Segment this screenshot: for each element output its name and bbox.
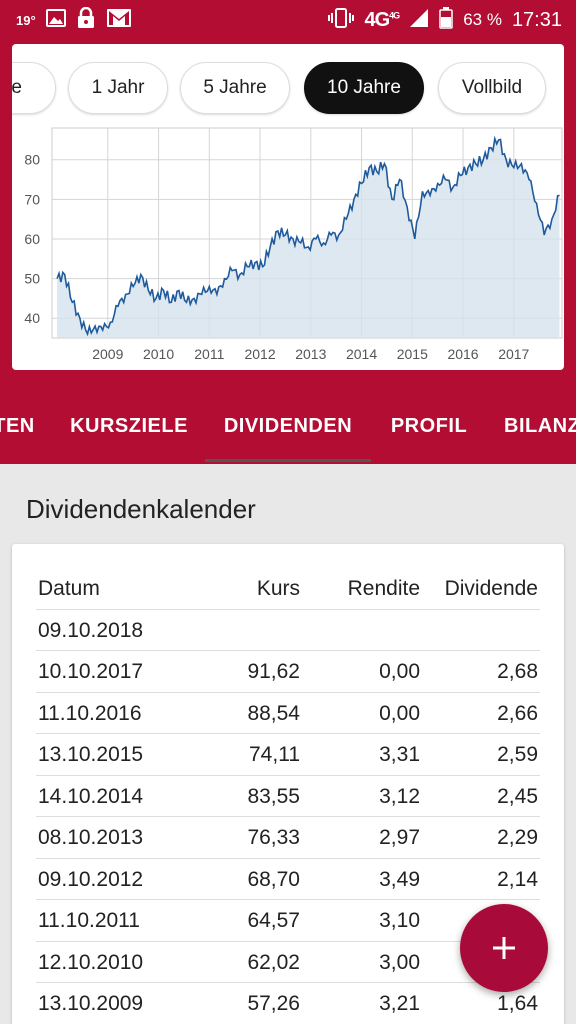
status-bar: 19° 4G4G 63 % 17:31 bbox=[0, 0, 576, 40]
table-row: 14.10.2014 83,55 3,12 2,45 bbox=[36, 776, 540, 817]
row-kurs: 88,54 bbox=[247, 701, 300, 725]
plus-icon bbox=[493, 937, 515, 959]
header-dividende: Dividende bbox=[444, 577, 538, 600]
row-kurs: 62,02 bbox=[247, 950, 300, 974]
row-rendite: 0,00 bbox=[379, 660, 420, 683]
row-rendite: 3,00 bbox=[379, 950, 420, 974]
section-title: Dividendenkalender bbox=[26, 494, 256, 524]
y-tick-label: 60 bbox=[24, 231, 40, 247]
table-header: Datum Kurs Rendite Dividende bbox=[36, 568, 540, 610]
vibrate-icon bbox=[328, 7, 355, 34]
y-tick-label: 40 bbox=[24, 310, 40, 326]
clock: 17:31 bbox=[511, 8, 562, 31]
battery-icon bbox=[439, 6, 453, 34]
lock-icon bbox=[76, 6, 96, 34]
row-kurs: 68,70 bbox=[247, 867, 300, 891]
x-tick-label: 2015 bbox=[397, 346, 428, 362]
price-chart[interactable]: 40 50 60 70 80 2009 2010 2011 2012 2013 2014 2015 20… bbox=[12, 124, 564, 370]
row-dividende: 2,59 bbox=[497, 743, 538, 766]
tab-profil[interactable]: PROFIL bbox=[390, 414, 468, 437]
row-date: 08.10.2013 bbox=[38, 826, 144, 849]
x-tick-label: 2009 bbox=[92, 346, 123, 362]
series-area bbox=[57, 138, 560, 338]
row-date: 14.10.2014 bbox=[38, 784, 144, 808]
row-date: 13.10.2009 bbox=[38, 992, 144, 1015]
x-tick-label: 2017 bbox=[498, 346, 529, 362]
x-tick-label: 2013 bbox=[295, 346, 326, 362]
battery-percent: 63 % bbox=[463, 10, 502, 29]
add-fab-button[interactable] bbox=[460, 904, 548, 992]
row-kurs: 57,26 bbox=[247, 992, 300, 1015]
tab-kursziele[interactable]: KURSZIELE bbox=[70, 414, 188, 437]
range-selector: te 1 Jahr 5 Jahre 10 Jahre Vollbild bbox=[12, 62, 564, 116]
row-date: 09.10.2012 bbox=[38, 867, 144, 891]
image-icon bbox=[45, 8, 66, 32]
x-tick-label: 2016 bbox=[447, 346, 478, 362]
row-rendite: 3,31 bbox=[379, 743, 420, 766]
row-date: 11.10.2011 bbox=[38, 909, 140, 932]
gmail-icon bbox=[106, 8, 132, 33]
row-rendite: 3,49 bbox=[379, 867, 420, 891]
temperature-label: 19° bbox=[16, 12, 36, 28]
row-rendite: 2,97 bbox=[379, 826, 420, 849]
range-button-5-years[interactable]: 5 Jahre bbox=[180, 62, 290, 114]
tab-bilanz[interactable]: BILANZ bbox=[504, 414, 576, 437]
range-button-10-years[interactable]: 10 Jahre bbox=[304, 62, 424, 114]
row-date: 11.10.2016 bbox=[38, 701, 142, 725]
network-type: 4G4G bbox=[364, 8, 400, 31]
table-row: 09.10.2012 68,70 3,49 2,14 bbox=[36, 859, 540, 900]
range-button-partial[interactable]: te bbox=[12, 62, 56, 114]
row-dividende: 2,45 bbox=[497, 784, 538, 808]
y-tick-label: 50 bbox=[24, 271, 40, 287]
row-kurs: 76,33 bbox=[247, 826, 300, 849]
chart-card: te 1 Jahr 5 Jahre 10 Jahre Vollbild 40 50… bbox=[12, 44, 564, 370]
series-line bbox=[56, 135, 560, 337]
row-dividende: 1,64 bbox=[497, 992, 538, 1015]
row-date: 09.10.2018 bbox=[38, 618, 144, 642]
row-dividende: 2,66 bbox=[497, 701, 538, 725]
x-tick-label: 2011 bbox=[194, 346, 224, 362]
tab-partial[interactable]: TEN bbox=[0, 414, 35, 437]
row-rendite: 0,00 bbox=[379, 701, 420, 725]
y-tick-label: 70 bbox=[24, 191, 40, 207]
row-date: 10.10.2017 bbox=[38, 660, 144, 683]
x-tick-label: 2014 bbox=[346, 346, 377, 362]
table-row: 12.10.2010 62,02 3,00 bbox=[36, 942, 540, 983]
table-row: 09.10.2018 bbox=[36, 610, 540, 651]
table-row: 11.10.2016 88,54 0,00 2,66 bbox=[36, 693, 540, 734]
row-dividende: 2,68 bbox=[497, 660, 538, 683]
row-kurs: 91,62 bbox=[247, 660, 300, 683]
row-date: 12.10.2010 bbox=[38, 950, 144, 974]
table-row: 13.10.2009 57,26 3,21 1,64 bbox=[36, 983, 540, 1024]
row-dividende: 2,14 bbox=[497, 867, 538, 891]
row-kurs: 74,11 bbox=[249, 743, 300, 766]
signal-icon bbox=[409, 8, 429, 33]
header-date: Datum bbox=[38, 577, 100, 600]
y-tick-label: 80 bbox=[24, 152, 40, 168]
row-dividende: 2,29 bbox=[497, 826, 538, 849]
range-button-1-year[interactable]: 1 Jahr bbox=[68, 62, 168, 114]
x-tick-label: 2012 bbox=[244, 346, 275, 362]
header-rendite: Rendite bbox=[347, 577, 420, 600]
row-rendite: 3,21 bbox=[379, 992, 420, 1015]
row-rendite: 3,12 bbox=[379, 784, 420, 808]
row-kurs: 83,55 bbox=[247, 784, 300, 808]
row-rendite: 3,10 bbox=[379, 909, 420, 932]
x-tick-label: 2010 bbox=[143, 346, 174, 362]
header-kurs: Kurs bbox=[256, 577, 300, 600]
range-button-fullscreen[interactable]: Vollbild bbox=[438, 62, 546, 114]
table-row: 10.10.2017 91,62 0,00 2,68 bbox=[36, 651, 540, 693]
row-date: 13.10.2015 bbox=[38, 743, 144, 766]
table-row: 13.10.2015 74,11 3,31 2,59 bbox=[36, 734, 540, 776]
table-row: 08.10.2013 76,33 2,97 2,29 bbox=[36, 817, 540, 859]
tab-dividenden[interactable]: DIVIDENDEN bbox=[205, 390, 371, 462]
row-kurs: 64,57 bbox=[247, 909, 300, 932]
table-row: 11.10.2011 64,57 3,10 bbox=[36, 900, 540, 942]
